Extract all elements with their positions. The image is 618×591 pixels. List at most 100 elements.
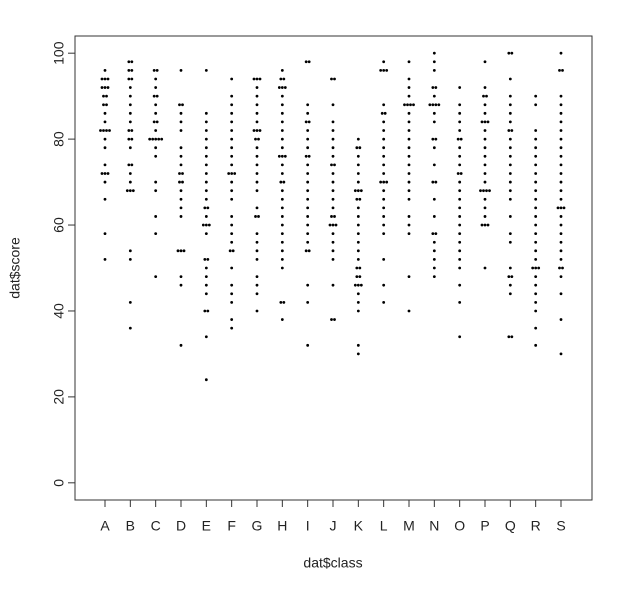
point	[178, 180, 181, 184]
point	[204, 172, 208, 175]
point	[407, 172, 411, 175]
point	[130, 77, 134, 81]
point	[155, 120, 159, 124]
point	[534, 258, 538, 261]
point	[128, 249, 132, 253]
point	[507, 335, 511, 339]
point	[432, 60, 436, 64]
point	[382, 215, 386, 218]
y-tick-label: 60	[51, 217, 67, 233]
point	[559, 249, 563, 253]
point	[283, 86, 287, 89]
point	[230, 197, 234, 201]
point	[559, 258, 563, 261]
point	[356, 180, 360, 184]
point	[483, 206, 487, 210]
point	[385, 180, 389, 184]
point	[128, 111, 132, 115]
point	[458, 129, 462, 132]
point	[231, 249, 235, 253]
point	[458, 146, 462, 150]
point	[127, 77, 131, 81]
point	[204, 266, 208, 270]
point	[432, 275, 436, 278]
point	[103, 172, 107, 175]
x-tick-label: A	[100, 518, 110, 534]
point	[304, 154, 308, 158]
point	[334, 223, 338, 227]
point	[131, 189, 135, 193]
point	[331, 120, 335, 124]
point	[508, 103, 512, 107]
point	[382, 163, 386, 167]
point	[283, 154, 287, 158]
point	[358, 275, 362, 278]
point	[508, 77, 512, 81]
point	[306, 197, 310, 201]
point	[230, 318, 234, 321]
point	[280, 223, 284, 227]
point	[431, 232, 435, 236]
point	[204, 197, 208, 201]
point	[100, 86, 104, 89]
point	[154, 215, 158, 218]
point	[280, 189, 284, 193]
point	[204, 223, 208, 227]
point	[480, 223, 484, 227]
point	[431, 137, 435, 141]
point	[306, 111, 310, 115]
x-tick-label: L	[380, 518, 388, 534]
point	[179, 111, 183, 115]
point	[230, 163, 234, 167]
point	[152, 94, 156, 98]
point	[280, 249, 284, 253]
point	[127, 137, 131, 141]
point	[204, 154, 208, 158]
point	[382, 120, 386, 124]
point	[510, 129, 514, 132]
point	[534, 249, 538, 253]
point	[379, 180, 383, 184]
point	[128, 86, 132, 89]
point	[204, 129, 208, 132]
point	[255, 94, 259, 98]
point	[534, 326, 538, 330]
point	[483, 223, 487, 227]
point	[331, 180, 335, 184]
x-tick-label: R	[531, 518, 541, 534]
y-tick-label: 100	[51, 41, 67, 65]
point	[382, 189, 386, 193]
point	[230, 120, 234, 124]
point	[534, 180, 538, 184]
point	[331, 249, 335, 253]
point	[407, 180, 411, 184]
x-tick-label: S	[556, 518, 565, 534]
point	[382, 223, 386, 227]
point	[227, 172, 231, 175]
point	[434, 232, 438, 236]
point	[458, 240, 462, 244]
point	[432, 94, 436, 98]
point	[128, 146, 132, 150]
point	[482, 189, 485, 193]
point	[382, 68, 386, 72]
point	[534, 154, 538, 158]
y-axis-title: dat$score	[7, 237, 23, 299]
point	[382, 146, 386, 150]
point	[155, 94, 159, 98]
point	[179, 120, 183, 124]
x-tick-label: J	[330, 518, 337, 534]
point	[154, 86, 158, 89]
point	[508, 266, 512, 270]
point	[356, 189, 360, 193]
point	[559, 94, 563, 98]
point	[306, 146, 310, 150]
point	[458, 120, 462, 124]
point	[407, 154, 411, 158]
point	[559, 111, 563, 115]
point	[280, 215, 284, 218]
point	[333, 163, 336, 167]
point	[508, 146, 512, 150]
point	[534, 197, 538, 201]
point	[230, 215, 234, 218]
